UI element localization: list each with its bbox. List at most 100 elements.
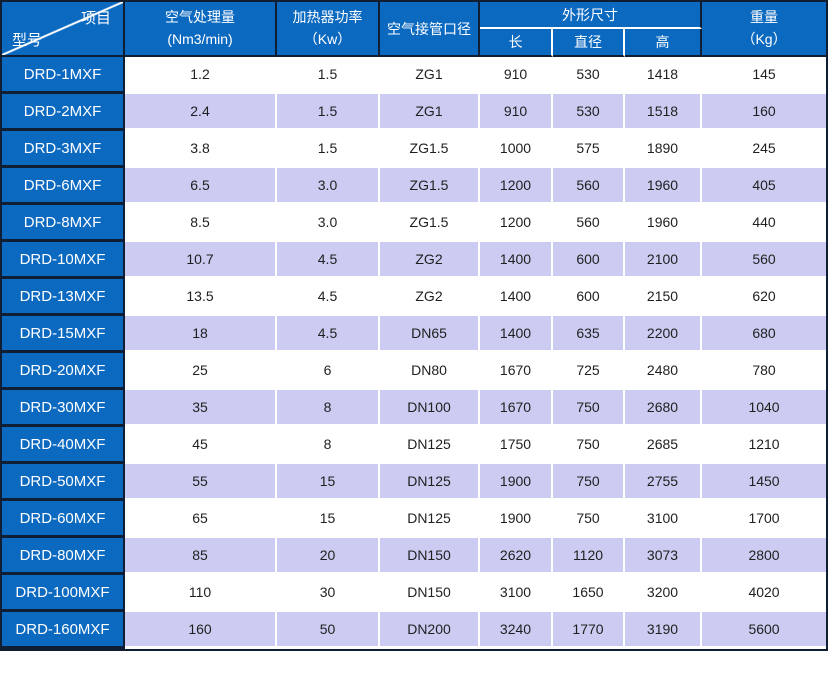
cell-height: 1890	[625, 131, 703, 168]
cell-heater-kw: 6	[277, 353, 380, 390]
cell-heater-kw: 1.5	[277, 131, 380, 168]
cell-diameter: 575	[553, 131, 625, 168]
cell-heater-kw: 4.5	[277, 316, 380, 353]
table-row: DRD-100MXF 110 30 DN150 3100 1650 3200 4…	[2, 575, 827, 612]
cell-pipe: DN80	[380, 353, 480, 390]
cell-diameter: 560	[553, 168, 625, 205]
cell-diameter: 1120	[553, 538, 625, 575]
cell-heater-kw: 1.5	[277, 94, 380, 131]
header-diagonal-model-label: 型号	[12, 32, 43, 49]
cell-height: 2685	[625, 427, 703, 464]
cell-heater-kw: 15	[277, 501, 380, 538]
header-heater-power-line2: （Kw）	[303, 30, 352, 47]
header-diagonal-cell: 项目 型号	[2, 2, 125, 57]
cell-model: DRD-160MXF	[2, 612, 125, 649]
cell-weight: 245	[702, 131, 827, 168]
cell-height: 2680	[625, 390, 703, 427]
cell-height: 1418	[625, 57, 703, 94]
cell-model: DRD-2MXF	[2, 94, 125, 131]
cell-diameter: 530	[553, 57, 625, 94]
cell-heater-kw: 8	[277, 427, 380, 464]
cell-air-flow: 6.5	[125, 168, 277, 205]
cell-diameter: 1650	[553, 575, 625, 612]
table-row: DRD-50MXF 55 15 DN125 1900 750 2755 1450	[2, 464, 827, 501]
cell-diameter: 750	[553, 501, 625, 538]
cell-model: DRD-100MXF	[2, 575, 125, 612]
cell-length: 1670	[480, 390, 553, 427]
cell-length: 1750	[480, 427, 553, 464]
cell-height: 3100	[625, 501, 703, 538]
cell-pipe: DN150	[380, 538, 480, 575]
cell-pipe: ZG1.5	[380, 168, 480, 205]
cell-heater-kw: 3.0	[277, 168, 380, 205]
cell-length: 3240	[480, 612, 553, 649]
cell-weight: 145	[702, 57, 827, 94]
cell-diameter: 750	[553, 464, 625, 501]
cell-air-flow: 2.4	[125, 94, 277, 131]
cell-height: 3190	[625, 612, 703, 649]
header-sub-height: 高	[625, 29, 703, 57]
cell-model: DRD-8MXF	[2, 205, 125, 242]
cell-weight: 440	[702, 205, 827, 242]
table-header: 项目 型号 空气处理量 (Nm3/min) 加热器功率 （Kw） 空气接管口径	[2, 2, 827, 57]
cell-weight: 1450	[702, 464, 827, 501]
cell-diameter: 530	[553, 94, 625, 131]
cell-heater-kw: 1.5	[277, 57, 380, 94]
cell-model: DRD-1MXF	[2, 57, 125, 94]
cell-length: 1900	[480, 501, 553, 538]
cell-weight: 1700	[702, 501, 827, 538]
table-row: DRD-30MXF 35 8 DN100 1670 750 2680 1040	[2, 390, 827, 427]
cell-height: 1960	[625, 168, 703, 205]
cell-length: 1900	[480, 464, 553, 501]
cell-heater-kw: 8	[277, 390, 380, 427]
cell-diameter: 560	[553, 205, 625, 242]
cell-model: DRD-3MXF	[2, 131, 125, 168]
cell-air-flow: 1.2	[125, 57, 277, 94]
header-heater-power-line1: 加热器功率	[292, 8, 363, 25]
cell-weight: 620	[702, 279, 827, 316]
cell-weight: 1040	[702, 390, 827, 427]
cell-heater-kw: 4.5	[277, 242, 380, 279]
cell-air-flow: 35	[125, 390, 277, 427]
cell-heater-kw: 30	[277, 575, 380, 612]
table-row: DRD-160MXF 160 50 DN200 3240 1770 3190 5…	[2, 612, 827, 649]
table-row: DRD-60MXF 65 15 DN125 1900 750 3100 1700	[2, 501, 827, 538]
cell-weight: 560	[702, 242, 827, 279]
cell-height: 2150	[625, 279, 703, 316]
table-row: DRD-10MXF 10.7 4.5 ZG2 1400 600 2100 560	[2, 242, 827, 279]
cell-heater-kw: 3.0	[277, 205, 380, 242]
table-row: DRD-15MXF 18 4.5 DN65 1400 635 2200 680	[2, 316, 827, 353]
header-pipe-diameter: 空气接管口径	[380, 2, 480, 57]
header-air-flow-line2: (Nm3/min)	[167, 30, 233, 47]
table-row: DRD-1MXF 1.2 1.5 ZG1 910 530 1418 145	[2, 57, 827, 94]
cell-pipe: DN150	[380, 575, 480, 612]
header-weight-line1: 重量	[750, 8, 779, 25]
cell-pipe: ZG1.5	[380, 131, 480, 168]
cell-diameter: 1770	[553, 612, 625, 649]
cell-length: 1000	[480, 131, 553, 168]
cell-length: 1400	[480, 242, 553, 279]
cell-air-flow: 65	[125, 501, 277, 538]
cell-model: DRD-80MXF	[2, 538, 125, 575]
cell-height: 2200	[625, 316, 703, 353]
cell-length: 1400	[480, 279, 553, 316]
cell-length: 1400	[480, 316, 553, 353]
cell-pipe: DN125	[380, 501, 480, 538]
cell-weight: 2800	[702, 538, 827, 575]
cell-pipe: DN200	[380, 612, 480, 649]
cell-length: 2620	[480, 538, 553, 575]
cell-diameter: 600	[553, 279, 625, 316]
table-row: DRD-13MXF 13.5 4.5 ZG2 1400 600 2150 620	[2, 279, 827, 316]
cell-length: 910	[480, 57, 553, 94]
cell-height: 2100	[625, 242, 703, 279]
cell-air-flow: 25	[125, 353, 277, 390]
cell-length: 1200	[480, 205, 553, 242]
cell-heater-kw: 50	[277, 612, 380, 649]
cell-diameter: 635	[553, 316, 625, 353]
cell-height: 1960	[625, 205, 703, 242]
cell-air-flow: 110	[125, 575, 277, 612]
cell-air-flow: 45	[125, 427, 277, 464]
cell-model: DRD-10MXF	[2, 242, 125, 279]
cell-pipe: DN125	[380, 464, 480, 501]
cell-air-flow: 3.8	[125, 131, 277, 168]
